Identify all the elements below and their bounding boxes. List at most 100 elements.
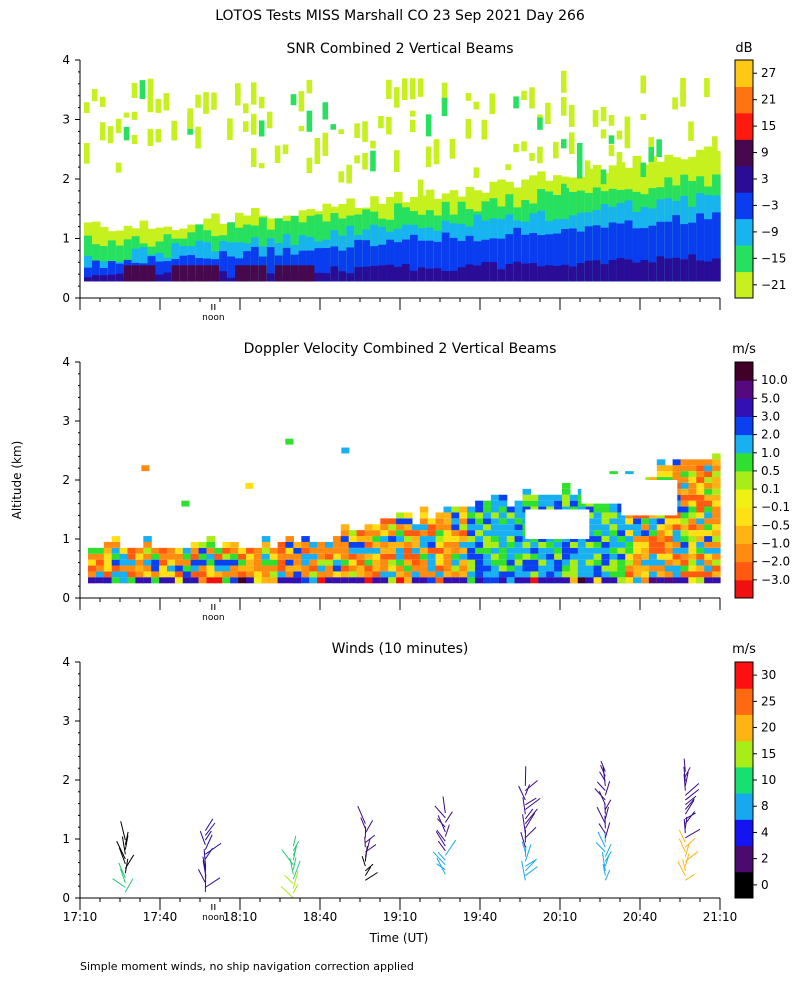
- doppler-cell: [230, 577, 239, 584]
- doppler-cell: [688, 530, 697, 537]
- colorbar-tick-label: 20: [761, 721, 776, 735]
- doppler-cell: [206, 541, 215, 548]
- doppler-cell: [325, 541, 334, 548]
- doppler-cell: [419, 577, 429, 584]
- doppler-cell: [617, 553, 626, 560]
- doppler-cell: [483, 571, 492, 578]
- doppler-cell: [356, 577, 366, 584]
- snr-echo: [314, 159, 321, 165]
- doppler-cell: [222, 553, 231, 560]
- doppler-cell: [664, 518, 674, 525]
- snr-cell: [266, 273, 276, 282]
- doppler-cell: [246, 559, 255, 566]
- doppler-cell: [530, 541, 539, 548]
- doppler-cell: [625, 518, 634, 525]
- doppler-cell: [95, 547, 105, 554]
- doppler-cell: [554, 565, 563, 572]
- colorbar-tick-label: 4: [761, 825, 769, 839]
- doppler-panel: Doppler Velocity Combined 2 Vertical Bea…: [62, 341, 790, 623]
- colorbar-bin: [735, 416, 753, 436]
- wind-barb: [683, 818, 686, 834]
- doppler-cell: [419, 559, 429, 566]
- doppler-cell: [672, 471, 682, 478]
- doppler-cell: [475, 571, 484, 578]
- doppler-cell: [340, 524, 350, 531]
- doppler-cell: [396, 518, 405, 525]
- doppler-cell: [451, 506, 460, 513]
- snr-echo: [513, 143, 519, 153]
- wind-barb: [432, 851, 446, 866]
- snr-cell: [553, 265, 562, 282]
- wind-barb: [204, 830, 212, 841]
- doppler-cell: [451, 512, 460, 519]
- doppler-cell: [641, 571, 650, 578]
- wind-barb: [684, 767, 691, 777]
- snr-cell: [282, 247, 292, 282]
- colorbar-bin: [735, 688, 753, 715]
- colorbar-tick-label: −3.0: [761, 573, 790, 587]
- doppler-cell: [396, 559, 405, 566]
- doppler-cell: [498, 500, 508, 507]
- snr-echo: [600, 169, 607, 185]
- snr-cell: [568, 228, 578, 282]
- snr-echo: [370, 140, 376, 149]
- doppler-cell: [459, 536, 468, 542]
- doppler-cell: [680, 465, 689, 472]
- snr-echo: [147, 78, 154, 96]
- doppler-cell: [253, 577, 263, 584]
- doppler-cell: [411, 559, 421, 566]
- snr-echo: [147, 95, 154, 113]
- doppler-cell: [712, 553, 721, 560]
- doppler-cell: [617, 559, 626, 566]
- doppler-cell: [601, 571, 610, 578]
- colorbar-bin: [735, 139, 753, 167]
- snr-echo: [568, 137, 575, 151]
- doppler-cell: [688, 571, 697, 578]
- doppler-cell: [269, 571, 279, 578]
- snr-cell: [561, 264, 570, 282]
- doppler-cell: [190, 565, 200, 572]
- colorbar-tick-label: 0.5: [761, 464, 780, 478]
- doppler-cell: [680, 506, 689, 513]
- snr-echo: [489, 93, 496, 115]
- doppler-cell: [577, 541, 587, 548]
- doppler-cell: [569, 553, 579, 560]
- doppler-cell: [609, 518, 618, 525]
- snr-cell: [346, 247, 355, 282]
- doppler-cell: [696, 577, 705, 584]
- doppler-cell: [522, 547, 531, 554]
- snr-echo: [243, 103, 249, 114]
- doppler-cell: [688, 565, 697, 572]
- snr-cell: [306, 265, 316, 282]
- doppler-cell: [135, 559, 144, 566]
- doppler-cell: [190, 553, 200, 560]
- snr-echo: [91, 89, 98, 102]
- doppler-cell: [356, 541, 366, 548]
- doppler-cell: [712, 471, 721, 478]
- doppler-cell: [309, 577, 318, 584]
- snr-cell: [354, 267, 363, 282]
- doppler-cell: [641, 530, 650, 537]
- doppler-cell: [419, 518, 429, 525]
- doppler-cell: [593, 547, 603, 554]
- doppler-cell: [593, 524, 603, 531]
- wind-barb: [112, 878, 126, 888]
- doppler-cell: [506, 559, 516, 566]
- snr-cell: [433, 241, 443, 282]
- doppler-cell: [696, 571, 705, 578]
- doppler-cell: [246, 553, 255, 560]
- snr-cell: [378, 265, 387, 282]
- doppler-cell: [593, 571, 603, 578]
- snr-cell: [505, 264, 514, 282]
- wind-barb: [604, 851, 612, 862]
- doppler-cell: [317, 577, 326, 584]
- doppler-cell: [332, 559, 342, 566]
- doppler-cell: [103, 547, 113, 554]
- doppler-cell: [538, 571, 547, 578]
- wind-barb: [292, 857, 297, 870]
- wind-barb: [364, 836, 366, 848]
- doppler-cell: [364, 553, 373, 560]
- doppler-cell: [396, 571, 405, 578]
- doppler-cell: [174, 553, 184, 560]
- doppler-cell: [648, 577, 658, 584]
